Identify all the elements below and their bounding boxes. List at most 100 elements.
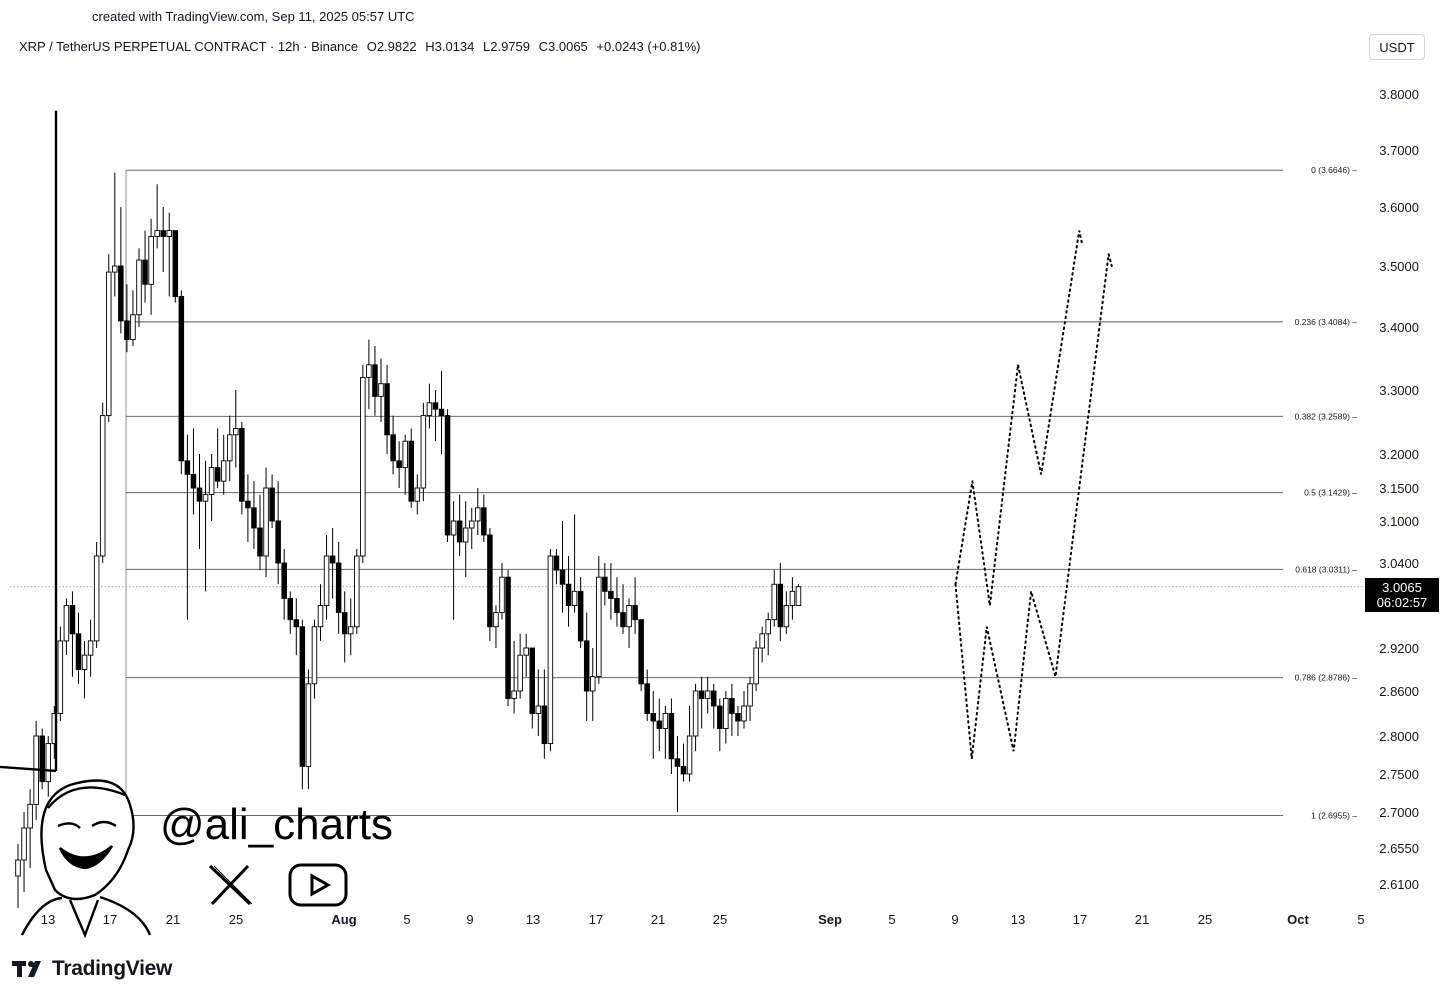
- candle-body: [245, 500, 251, 509]
- currency-unit-button[interactable]: USDT: [1369, 34, 1425, 60]
- tradingview-logo[interactable]: TradingView: [12, 956, 172, 982]
- time-axis-label: 25: [229, 912, 243, 927]
- candle-body: [81, 654, 88, 670]
- candle-body: [469, 520, 475, 529]
- chart-credit: created with TradingView.com, Sep 11, 20…: [92, 9, 415, 24]
- candle-body: [438, 408, 445, 417]
- candle-body: [317, 605, 324, 628]
- time-axis-label: 5: [888, 912, 895, 927]
- time-axis-label: Oct: [1287, 912, 1309, 927]
- price-badge-value: 3.0065: [1382, 580, 1422, 595]
- candle-body: [505, 576, 511, 699]
- candle-body: [583, 640, 590, 692]
- candle-body: [214, 467, 221, 482]
- time-axis-label: 5: [403, 912, 410, 927]
- candle-body: [93, 555, 100, 642]
- price-axis-label: 3.7000: [1379, 143, 1419, 158]
- candle-body: [686, 735, 693, 775]
- projection-path: [954, 230, 1083, 606]
- candle-body: [511, 690, 517, 699]
- candle-body: [571, 590, 578, 606]
- candle-body: [208, 467, 215, 496]
- candle-body: [172, 230, 179, 297]
- candle-body: [523, 647, 529, 656]
- candle-body: [711, 690, 717, 707]
- author-handle: @ali_charts: [160, 800, 393, 849]
- candle-body: [680, 765, 687, 775]
- candle-body: [99, 415, 106, 557]
- candle-body: [257, 527, 263, 557]
- candle-body: [202, 494, 209, 502]
- candle-body: [39, 735, 45, 783]
- candle-body: [136, 259, 142, 316]
- candle-body: [487, 534, 493, 628]
- candle-body: [668, 713, 675, 760]
- candle-body: [251, 507, 257, 529]
- candle-body: [638, 619, 644, 685]
- candle-body: [160, 230, 166, 237]
- candle-body: [432, 402, 439, 410]
- candle-body: [729, 698, 735, 714]
- candle-body: [517, 654, 523, 692]
- symbol-name[interactable]: XRP / TetherUS PERPETUAL CONTRACT · 12h …: [19, 39, 359, 54]
- fib-level-label: 0.382 (3.2589) –: [1295, 411, 1358, 421]
- candle-body: [360, 376, 366, 557]
- candle-body: [656, 720, 663, 729]
- time-axis-label: 5: [1357, 912, 1364, 927]
- candle-body: [329, 555, 336, 564]
- candle-body: [45, 743, 52, 783]
- candle-body: [692, 690, 699, 737]
- price-axis-label: 2.8000: [1379, 729, 1419, 744]
- candle-body: [178, 296, 185, 462]
- candle-body: [323, 555, 330, 606]
- candle-body: [269, 487, 275, 522]
- price-axis-label: 2.6100: [1379, 877, 1419, 892]
- candle-body: [723, 698, 729, 729]
- candle-body: [741, 705, 747, 722]
- candle-body: [596, 576, 602, 678]
- candle-body: [239, 427, 245, 502]
- candle-body: [335, 562, 342, 614]
- candle-body: [493, 612, 499, 628]
- candle-body: [372, 364, 378, 397]
- candle-body: [444, 415, 451, 536]
- time-axis-label: Aug: [331, 912, 356, 927]
- candle-body: [366, 364, 372, 378]
- candle-body: [590, 676, 596, 692]
- time-axis-label: 25: [713, 912, 727, 927]
- candle-body: [674, 758, 681, 767]
- symbol-header: XRP / TetherUS PERPETUAL CONTRACT · 12h …: [19, 39, 705, 54]
- candle-body: [735, 713, 741, 722]
- candle-body: [27, 803, 33, 829]
- candle-body: [614, 597, 620, 614]
- candle-body: [747, 683, 753, 707]
- candle-body: [759, 633, 765, 649]
- price-axis-label: 3.5000: [1379, 259, 1419, 274]
- candle-body: [384, 383, 390, 436]
- candle-body: [565, 583, 572, 606]
- ohlc-high: H3.0134: [425, 39, 475, 54]
- ohlc-change: +0.0243 (+0.81%): [596, 39, 701, 54]
- fib-level-label: 0.786 (2.8786) –: [1295, 673, 1358, 683]
- drawings: [0, 110, 1113, 773]
- candle-body: [124, 320, 130, 341]
- candle-body: [293, 619, 300, 628]
- candle-body: [698, 690, 705, 699]
- candle-body: [704, 690, 711, 699]
- candle-body: [765, 619, 771, 635]
- candle-body: [717, 705, 723, 729]
- candle-body: [783, 605, 790, 628]
- candle-body: [559, 569, 566, 585]
- candle-body: [626, 605, 632, 628]
- price-axis-label: 3.1500: [1379, 481, 1419, 496]
- candle-body: [275, 520, 281, 564]
- fib-retracement: 0 (3.6646) – 0.236 (3.4084) – 0.382 (3.258…: [10, 165, 1365, 821]
- candle-body: [354, 555, 360, 628]
- time-axis-label: 21: [166, 912, 180, 927]
- time-axis[interactable]: 13 17 21 25 Aug 5 9 13 17 21 25 Sep 5 9 13 17 21 25 Oct 5: [41, 912, 1365, 927]
- price-axis[interactable]: 3.8000 3.7000 3.6000 3.5000 3.4000 3.3000 3.20…: [1379, 87, 1419, 892]
- candle-body: [777, 583, 784, 628]
- candle-body: [535, 705, 542, 714]
- candle-body: [608, 590, 614, 599]
